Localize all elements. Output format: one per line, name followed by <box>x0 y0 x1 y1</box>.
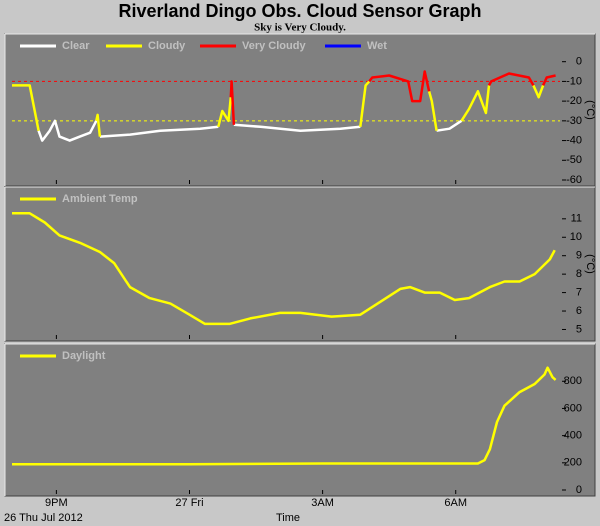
y-tick-label: -40 <box>566 134 582 146</box>
y-tick-label: 800 <box>564 375 582 387</box>
legend-label: Clear <box>62 40 90 52</box>
y-tick-label: 10 <box>570 231 582 243</box>
panel <box>4 343 596 497</box>
y-tick-label: -20 <box>566 95 582 107</box>
series-line <box>541 74 556 86</box>
series-line <box>233 123 361 132</box>
x-axis-label: Time <box>276 512 300 524</box>
legend-label: Cloudy <box>148 40 186 52</box>
y-tick-label: 0 <box>576 56 582 68</box>
x-tick-label: 3AM <box>311 497 334 509</box>
series-line <box>368 70 431 103</box>
y-tick-label: 5 <box>576 323 582 335</box>
series-line <box>460 85 491 122</box>
y-tick-label: -30 <box>566 115 582 127</box>
legend-label: Very Cloudy <box>242 40 306 52</box>
y-tick-label: 600 <box>564 402 582 414</box>
panel <box>4 186 596 342</box>
x-tick-label: 9PM <box>45 497 68 509</box>
legend-label: Daylight <box>62 350 106 362</box>
y-tick-label: 0 <box>576 484 582 496</box>
chart-subtitle: Sky is Very Cloudy. <box>254 22 346 34</box>
series-line <box>37 119 98 142</box>
y-tick-label: 9 <box>576 250 582 262</box>
y-axis-label: (°C) <box>584 254 596 274</box>
legend-label: Wet <box>367 40 387 52</box>
series-line <box>12 84 40 131</box>
series-line <box>532 84 545 99</box>
series-line <box>12 366 557 466</box>
series-line <box>229 80 236 125</box>
y-tick-label: 400 <box>564 430 582 442</box>
y-tick-label: -60 <box>566 174 582 186</box>
series-line <box>217 97 233 128</box>
series-line <box>99 125 219 138</box>
y-tick-label: 8 <box>576 268 582 280</box>
series-line <box>95 113 102 137</box>
series-line <box>359 80 371 127</box>
date-label: 26 Thu Jul 2012 <box>4 512 83 524</box>
series-line <box>427 90 438 131</box>
series-line <box>436 119 463 132</box>
x-tick-label: 27 Fri <box>175 497 203 509</box>
y-tick-label: 6 <box>576 305 582 317</box>
series-line <box>12 212 556 326</box>
y-tick-label: -50 <box>566 154 582 166</box>
legend-label: Ambient Temp <box>62 193 138 205</box>
x-tick-label: 6AM <box>444 497 467 509</box>
y-tick-label: -10 <box>566 75 582 87</box>
y-tick-label: 200 <box>564 457 582 469</box>
chart-title: Riverland Dingo Obs. Cloud Sensor Graph <box>118 1 481 21</box>
panel <box>4 33 596 187</box>
y-tick-label: 7 <box>576 286 582 298</box>
y-tick-label: 11 <box>571 213 582 225</box>
series-line <box>487 72 535 87</box>
y-axis-label: (°C) <box>584 100 596 120</box>
